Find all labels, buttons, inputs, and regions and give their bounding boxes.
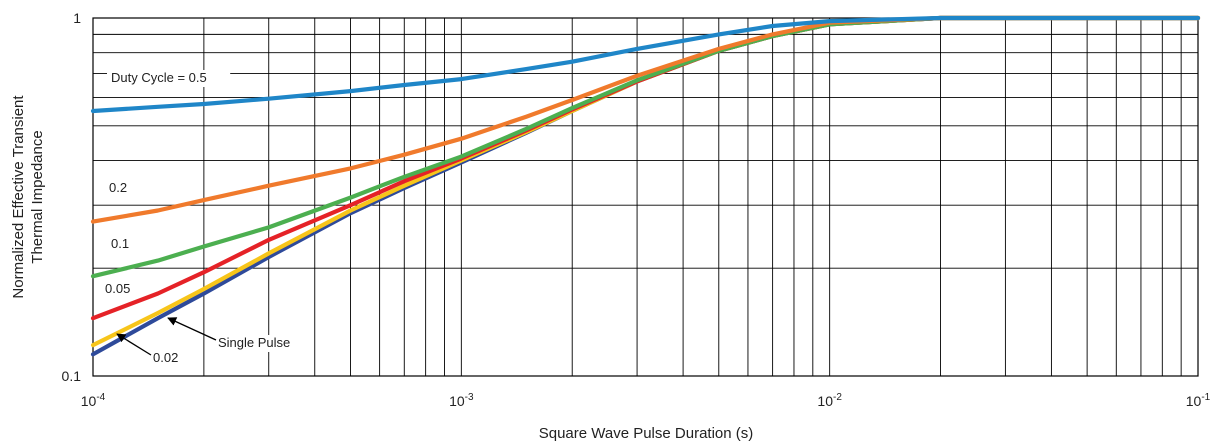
grid-layer bbox=[92, 17, 1199, 377]
x-tick-label: 10-4 bbox=[81, 392, 106, 409]
x-tick-label: 10-3 bbox=[449, 392, 474, 409]
series-line-0-1 bbox=[90, 15, 1201, 279]
curve-label: 0.05 bbox=[105, 281, 130, 296]
series-line-0-05 bbox=[90, 15, 1201, 321]
axis-layer: Square Wave Pulse Duration (s) Normalize… bbox=[10, 10, 1211, 442]
curve-label: Duty Cycle = 0.5 bbox=[111, 70, 207, 85]
y-axis-title-line-2: Thermal Impedance bbox=[29, 130, 46, 263]
curve-label-background bbox=[107, 236, 137, 253]
curve-label-background bbox=[101, 281, 138, 298]
series-layer bbox=[90, 15, 1201, 357]
series-line-0-02 bbox=[90, 15, 1201, 348]
series-line-duty-cycle-0-5 bbox=[90, 15, 1201, 114]
y-tick-label: 0.1 bbox=[62, 368, 82, 384]
curve-label: Single Pulse bbox=[218, 335, 290, 350]
x-tick-label: 10-1 bbox=[1186, 392, 1211, 409]
single-pulse-arrow bbox=[167, 317, 217, 341]
curve-label: 0.02 bbox=[153, 350, 178, 365]
x-axis-title: Square Wave Pulse Duration (s) bbox=[539, 425, 754, 442]
label-layer: Duty Cycle = 0.5 0.2 0.1 0.05 Single Pulse 0.… bbox=[101, 70, 309, 367]
plot-frame bbox=[92, 17, 1199, 377]
curve-label-background bbox=[214, 335, 309, 352]
curve-label: 0.1 bbox=[111, 236, 129, 251]
x-tick-label: 10-2 bbox=[817, 392, 842, 409]
curve-label-background bbox=[105, 180, 135, 197]
y-tick-label: 1 bbox=[73, 10, 81, 26]
curve-label: 0.2 bbox=[109, 180, 127, 195]
curve-label-background bbox=[149, 350, 186, 367]
duty-0-02-arrow bbox=[116, 333, 152, 356]
curve-label-background bbox=[107, 70, 231, 87]
y-axis-title-line-1: Normalized Effective Transient bbox=[10, 95, 27, 299]
